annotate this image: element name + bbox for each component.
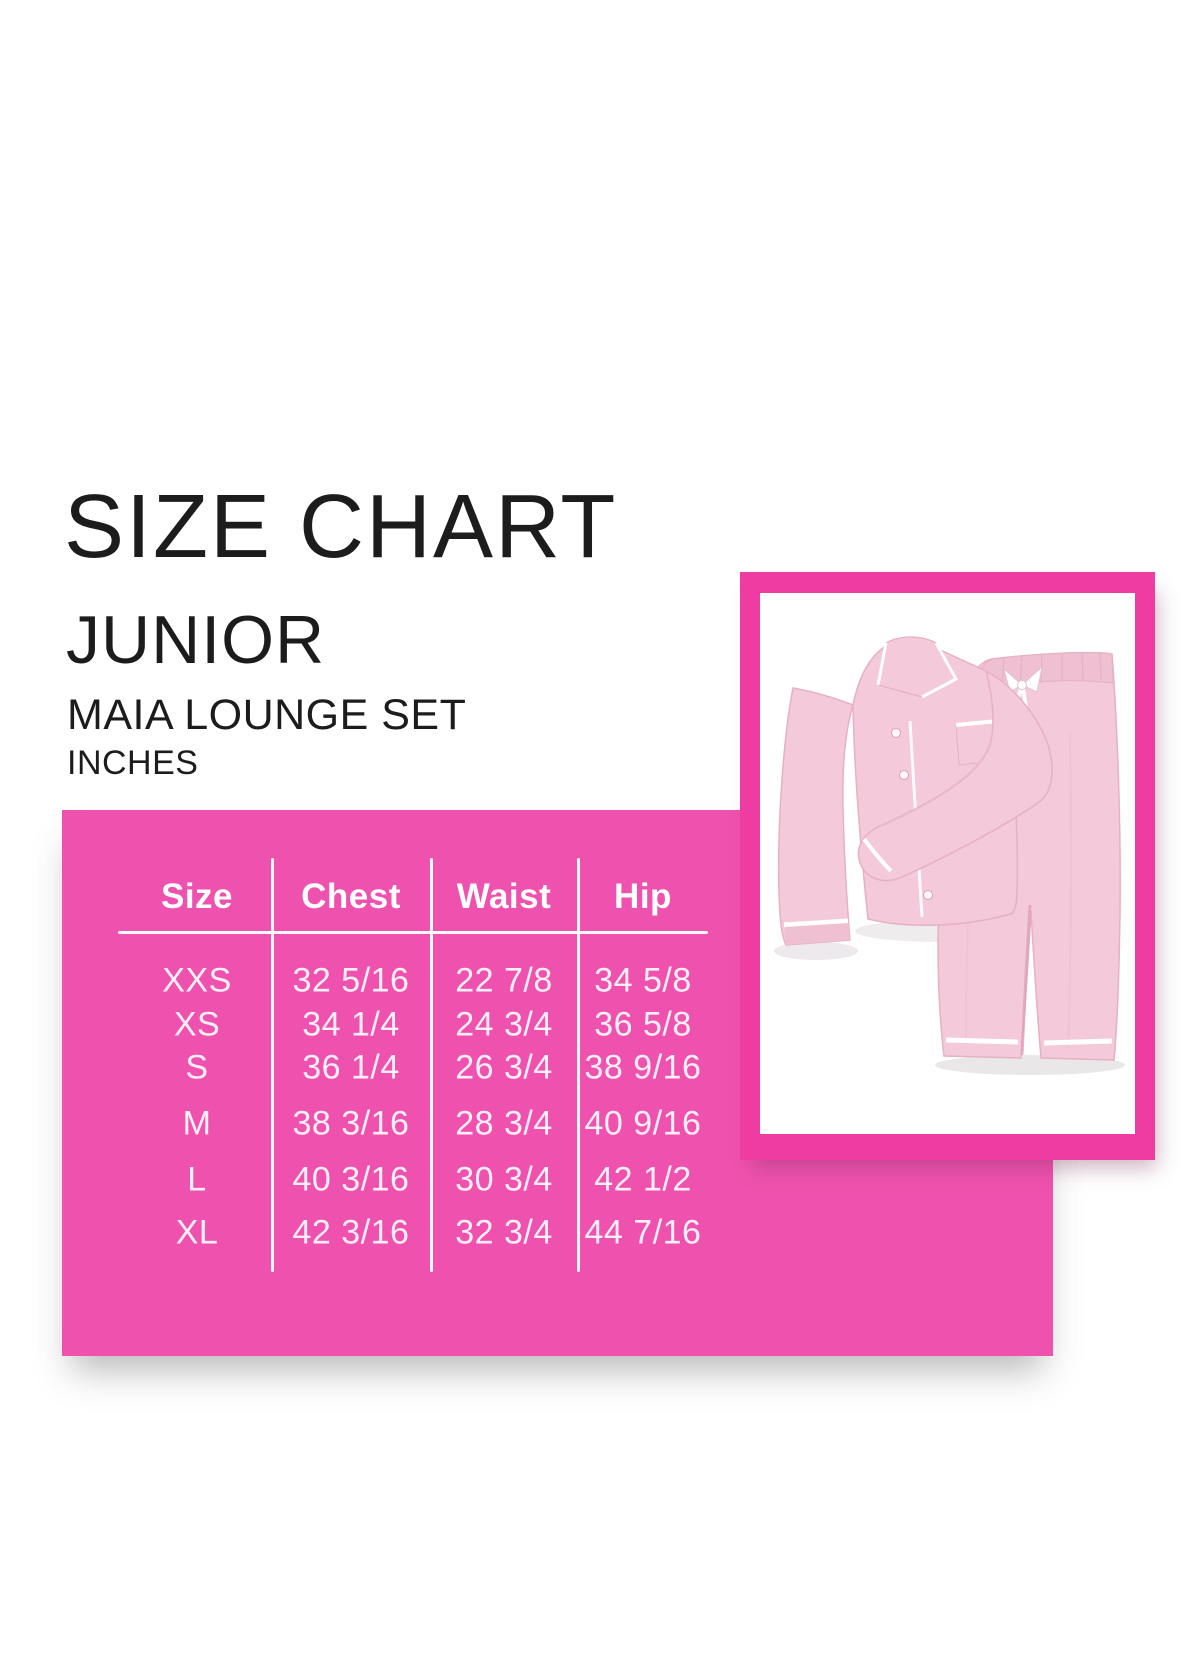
column-header-hip: Hip: [614, 877, 672, 916]
chest-cell: 40 3/16: [292, 1160, 410, 1199]
chest-cell: 36 1/4: [302, 1048, 400, 1087]
chest-cell: 42 3/16: [292, 1213, 410, 1252]
size-cell: XXS: [162, 961, 232, 1000]
hip-cell: 36 5/8: [594, 1005, 692, 1044]
hip-cell: 38 9/16: [584, 1048, 702, 1087]
waist-cell: 26 3/4: [455, 1048, 553, 1087]
column-header-waist: Waist: [456, 877, 552, 916]
chest-cell: 32 5/16: [292, 961, 410, 1000]
size-cell: L: [187, 1160, 207, 1199]
waist-cell: 22 7/8: [455, 961, 553, 1000]
waist-cell: 28 3/4: [455, 1104, 553, 1143]
product-name: MAIA LOUNGE SET: [67, 691, 467, 739]
size-cell: XS: [173, 1005, 221, 1044]
product-photo-frame: [740, 572, 1155, 1160]
units-label: INCHES: [67, 744, 199, 782]
chest-cell: 38 3/16: [292, 1104, 410, 1143]
waist-cell: 32 3/4: [455, 1213, 553, 1252]
hip-cell: 42 1/2: [594, 1160, 692, 1199]
table-column-divider: [271, 858, 274, 1272]
table-column-divider: [577, 858, 580, 1272]
waist-cell: 30 3/4: [455, 1160, 553, 1199]
chest-cell: 34 1/4: [302, 1005, 400, 1044]
product-photo: [760, 593, 1135, 1134]
column-header-chest: Chest: [301, 877, 401, 916]
hip-cell: 34 5/8: [594, 961, 692, 1000]
pajama-top: [777, 636, 1053, 946]
size-cell: M: [182, 1104, 212, 1143]
hip-cell: 44 7/16: [584, 1213, 702, 1252]
table-header-divider: [118, 931, 708, 934]
page-title: SIZE CHART: [64, 477, 618, 577]
category-label: JUNIOR: [66, 602, 326, 678]
hip-cell: 40 9/16: [584, 1104, 702, 1143]
size-cell: XL: [175, 1213, 219, 1252]
size-cell: S: [185, 1048, 209, 1087]
table-column-divider: [430, 858, 433, 1272]
pajama-set-illustration: [774, 636, 1125, 1075]
waist-cell: 24 3/4: [455, 1005, 553, 1044]
column-header-size: Size: [160, 877, 234, 916]
